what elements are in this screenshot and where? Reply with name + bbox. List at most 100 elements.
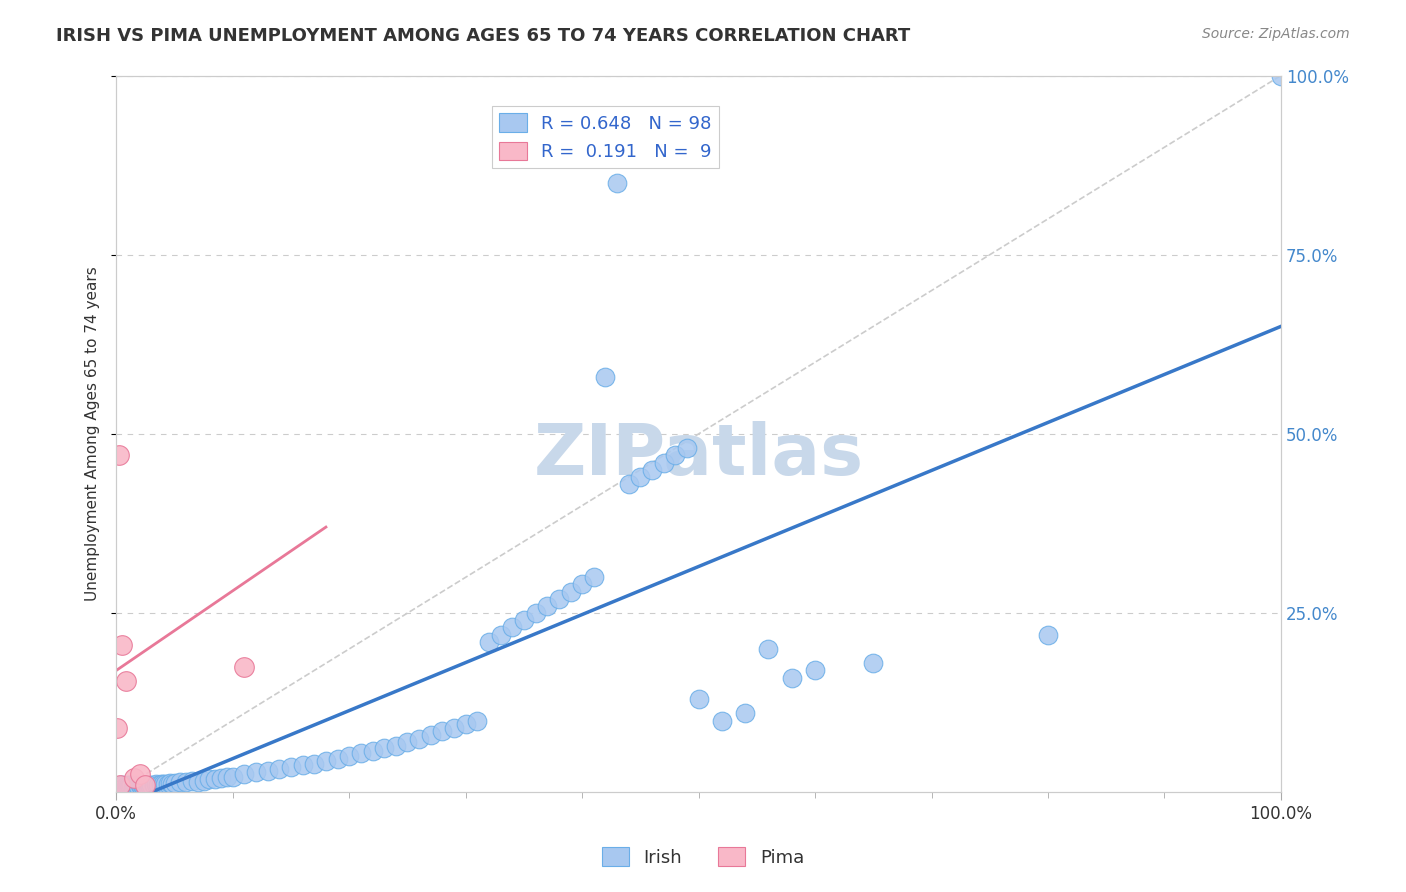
Point — [478, 634, 501, 648]
Legend: R = 0.648   N = 98, R =  0.191   N =  9: R = 0.648 N = 98, R = 0.191 N = 9 — [492, 106, 718, 169]
Point — [606, 176, 628, 190]
Point — [337, 749, 360, 764]
Point — [315, 755, 337, 769]
Point — [652, 456, 675, 470]
Point — [112, 778, 135, 792]
Point — [120, 779, 142, 793]
Point — [361, 744, 384, 758]
Text: ZIPatlas: ZIPatlas — [533, 421, 863, 490]
Point — [233, 660, 256, 674]
Point — [108, 778, 131, 792]
Point — [187, 774, 209, 789]
Point — [107, 780, 129, 794]
Point — [156, 777, 179, 791]
Point — [536, 599, 558, 613]
Point — [134, 778, 156, 792]
Point — [454, 717, 477, 731]
Point — [135, 778, 157, 792]
Point — [136, 779, 159, 793]
Point — [547, 591, 569, 606]
Point — [128, 778, 150, 792]
Point — [160, 777, 183, 791]
Point — [141, 778, 163, 792]
Point — [124, 778, 146, 792]
Point — [524, 606, 547, 620]
Point — [181, 773, 204, 788]
Point — [148, 778, 170, 792]
Point — [138, 778, 160, 792]
Point — [396, 735, 419, 749]
Point — [304, 756, 326, 771]
Point — [215, 770, 238, 784]
Point — [233, 767, 256, 781]
Point — [617, 477, 640, 491]
Point — [664, 449, 686, 463]
Point — [153, 777, 176, 791]
Point — [688, 692, 710, 706]
Point — [408, 731, 430, 746]
Point — [734, 706, 756, 721]
Point — [169, 775, 191, 789]
Point — [129, 779, 152, 793]
Point — [139, 779, 162, 793]
Point — [280, 760, 302, 774]
Point — [571, 577, 593, 591]
Point — [513, 613, 536, 627]
Point — [1036, 627, 1059, 641]
Point — [465, 714, 488, 728]
Point — [118, 778, 141, 792]
Point — [108, 778, 131, 792]
Point — [131, 778, 153, 792]
Point — [222, 770, 245, 784]
Point — [501, 620, 523, 634]
Point — [582, 570, 605, 584]
Point — [204, 772, 226, 786]
Point — [111, 779, 134, 793]
Text: Source: ZipAtlas.com: Source: ZipAtlas.com — [1202, 27, 1350, 41]
Point — [121, 780, 143, 794]
Point — [111, 638, 134, 652]
Point — [269, 762, 291, 776]
Point — [112, 780, 135, 794]
Point — [676, 442, 699, 456]
Point — [291, 758, 314, 772]
Point — [326, 752, 349, 766]
Point — [560, 584, 582, 599]
Point — [122, 771, 145, 785]
Point — [489, 627, 512, 641]
Point — [107, 449, 129, 463]
Point — [159, 776, 181, 790]
Point — [256, 764, 278, 778]
Point — [758, 642, 780, 657]
Point — [804, 664, 827, 678]
Point — [595, 369, 617, 384]
Point — [107, 721, 129, 735]
Point — [174, 774, 197, 789]
Point — [780, 671, 803, 685]
Point — [419, 728, 441, 742]
Point — [120, 778, 142, 792]
Point — [127, 779, 149, 793]
Point — [132, 779, 155, 793]
Point — [115, 778, 138, 792]
Point — [114, 779, 136, 793]
Point — [107, 779, 129, 793]
Point — [134, 778, 156, 792]
Text: IRISH VS PIMA UNEMPLOYMENT AMONG AGES 65 TO 74 YEARS CORRELATION CHART: IRISH VS PIMA UNEMPLOYMENT AMONG AGES 65… — [56, 27, 911, 45]
Point — [710, 714, 733, 728]
Point — [122, 779, 145, 793]
Point — [117, 779, 139, 793]
Legend: Irish, Pima: Irish, Pima — [595, 840, 811, 874]
Point — [142, 778, 165, 792]
Point — [385, 739, 408, 753]
Y-axis label: Unemployment Among Ages 65 to 74 years: Unemployment Among Ages 65 to 74 years — [86, 267, 100, 601]
Point — [110, 780, 132, 794]
Point — [245, 765, 267, 780]
Point — [641, 463, 664, 477]
Point — [128, 767, 150, 781]
Point — [114, 674, 136, 689]
Point — [134, 779, 156, 793]
Point — [145, 777, 167, 791]
Point — [152, 777, 174, 791]
Point — [127, 778, 149, 792]
